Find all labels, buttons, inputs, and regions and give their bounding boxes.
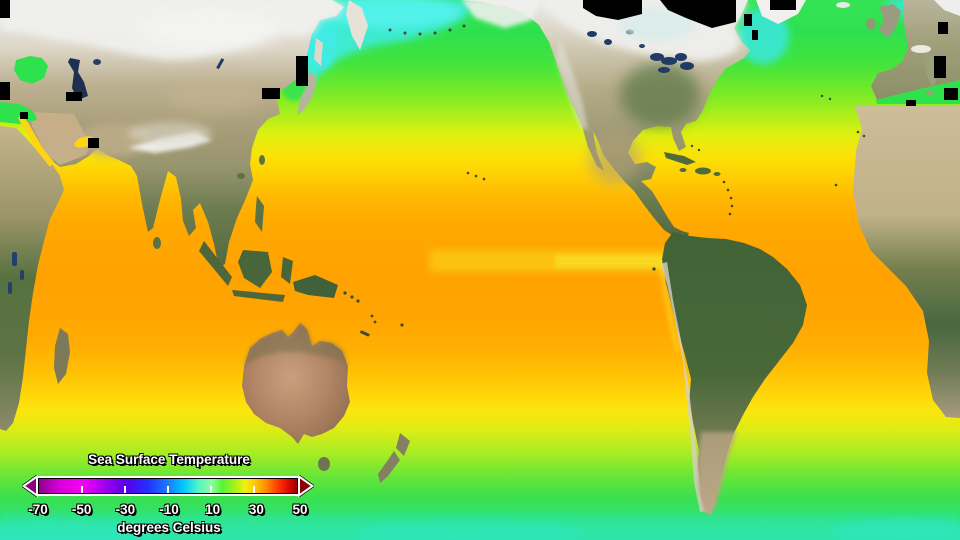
lesser-antilles <box>690 144 734 216</box>
tick-label: 10 <box>205 502 221 517</box>
south-america-landmass <box>662 232 807 514</box>
southern-cold-patch <box>355 521 585 540</box>
pacific-islands <box>343 171 656 337</box>
new-zealand-south-island <box>378 451 400 483</box>
caspian-sea <box>68 58 88 100</box>
alps-snow <box>911 45 931 53</box>
colorbar-tick-mark <box>124 486 126 493</box>
jamaica-island <box>679 168 687 172</box>
sicily-island <box>926 90 934 96</box>
colorbar-left-arrow-icon <box>22 475 38 497</box>
tick-label: 50 <box>292 502 308 517</box>
aleutian-islands <box>388 24 466 36</box>
tick-label: 30 <box>248 502 264 517</box>
mexico-highlands <box>589 132 641 184</box>
north-africa-landmass <box>853 106 960 418</box>
taiwan-island <box>259 155 265 165</box>
colorbar-gradient <box>38 478 298 494</box>
peru-coastal-upwelling <box>659 262 680 352</box>
black-sea <box>14 56 48 84</box>
tick-label: -30 <box>115 502 136 517</box>
japan-islands <box>297 70 317 115</box>
hispaniola-island <box>695 167 711 175</box>
colorbar-tick-labels: -70 -50 -30 -10 10 30 50 <box>28 502 307 518</box>
colorbar-tick-mark <box>210 486 212 493</box>
britain-island <box>879 4 901 38</box>
tasmania-island <box>318 457 330 471</box>
sulawesi-island <box>281 257 293 284</box>
siberia-snow-patch <box>138 10 282 50</box>
sri-lanka-island <box>153 237 161 249</box>
scandinavia-ice <box>934 0 960 16</box>
great-lakes <box>650 53 694 73</box>
equatorial-cold-tongue-core <box>555 255 680 268</box>
legend-title: Sea Surface Temperature <box>88 452 250 467</box>
hainan-island <box>237 173 245 179</box>
colorbar-right-arrow-icon <box>298 475 314 497</box>
aral-sea <box>93 59 101 65</box>
colorbar-tick-mark <box>81 486 83 493</box>
tibet-plateau <box>128 122 212 144</box>
sakhalin-island <box>314 38 323 66</box>
legend-caption: degrees Celsius <box>117 520 221 535</box>
new-zealand-north-island <box>396 433 410 456</box>
red-sea <box>18 114 54 167</box>
atlantic-islands <box>820 94 866 187</box>
colorbar-tick-mark <box>167 486 169 493</box>
cuba-island <box>664 152 696 165</box>
gobi-desert <box>167 78 263 112</box>
philippines-islands <box>255 196 264 232</box>
hudson-bay-ice <box>619 7 695 41</box>
mediterranean-sea <box>876 80 960 104</box>
andes-mountains <box>661 262 705 512</box>
missing-data-layer <box>0 0 958 148</box>
tick-label: -50 <box>71 502 92 517</box>
sumatra-island <box>199 241 232 286</box>
southern-cold-patch <box>0 520 155 540</box>
new-guinea-island <box>293 275 338 298</box>
colorbar-tick-mark <box>253 486 255 493</box>
ireland-island <box>866 18 876 30</box>
patagonia-steppe <box>698 432 737 514</box>
alaska-snow <box>462 0 540 28</box>
east-africa-landmass <box>0 126 64 431</box>
tick-label: -10 <box>159 502 179 517</box>
tick-label: -70 <box>28 502 48 517</box>
lake-baikal <box>216 58 225 70</box>
colorbar-row <box>22 474 322 498</box>
borneo-island <box>238 250 272 288</box>
australia-north-scrub <box>244 323 348 366</box>
kamchatka-peninsula <box>346 0 368 50</box>
java-island <box>232 290 285 302</box>
island-dots-layer <box>153 24 866 337</box>
sst-legend: Sea Surface Temperature -70 -50 -30 -10 … <box>22 452 322 535</box>
african-great-lakes <box>8 252 24 294</box>
southern-cold-patch <box>830 519 960 540</box>
madagascar-island <box>54 328 70 384</box>
rockies-snow <box>556 40 588 130</box>
iceland-island <box>836 2 850 8</box>
eastern-us-forest <box>620 63 700 127</box>
puerto-rico-island <box>713 172 721 176</box>
